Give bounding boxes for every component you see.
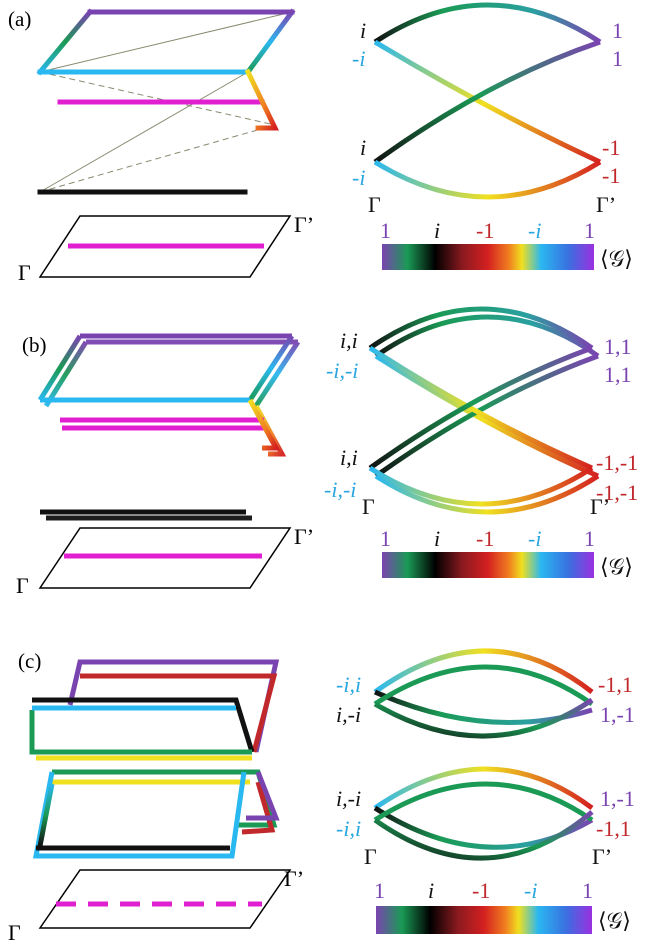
band-label: -1,1 [596,816,631,841]
k-gamma-label: Γ [368,192,381,217]
band-label: i [360,18,366,43]
colorbar-tick: -i [528,526,541,551]
band-label: 1 [612,46,623,71]
k-gamma-prime-label: Γ’ [590,494,610,519]
band-label: -i,i [336,672,361,697]
band-line [373,781,594,823]
colorbar-tick: 1 [582,878,593,903]
colorbar-tick: 1 [584,526,595,551]
panel-a-brillouin-zone: Γ Γ’ [18,212,314,285]
colorbar-tick: 1 [374,878,385,903]
band-line [368,345,594,471]
panel-b-brillouin-zone: Γ Γ’ [16,524,314,598]
colorbar-tick: i [434,218,440,243]
band-line [368,345,593,471]
bz-gamma-prime-label: Γ’ [284,866,304,891]
colorbar-tick: i [434,526,440,551]
band-label: -i [352,46,365,71]
band-label: -1,-1 [596,450,638,475]
band-line [373,810,594,861]
band-label: i,i [340,328,358,353]
colorbar-symbol: ⟨𝒢⟩ [598,908,631,933]
band-line [373,159,602,200]
band-label: -i,-i [324,477,356,502]
band-line [368,306,594,351]
band-line [373,2,602,45]
bz-gamma-label: Γ [18,260,31,285]
panel-c-colorbar: 1 i -1 -i 1 ⟨𝒢⟩ [374,878,631,934]
band-label: 1,1 [604,362,632,387]
band-label: 1,1 [604,334,632,359]
colorbar-tick: i [428,878,434,903]
panel-b-colorbar: 1 i -1 -i 1 ⟨𝒢⟩ [380,526,633,579]
k-gamma-prime-label: Γ’ [592,844,612,869]
panel-a-band-labels: i -i i -i 1 1 -1 -1 Γ Γ’ [352,18,623,217]
band-label: -1,-1 [596,480,638,505]
band-label: -i,-i [326,358,358,383]
panel-c-band-diagram [373,648,594,861]
colorbar-tick: -1 [476,526,494,551]
panel-c-label: (c) [18,649,41,673]
k-gamma-prime-label: Γ’ [596,192,616,217]
bz-gamma-prime-label: Γ’ [294,212,314,237]
colorbar-tick: -i [524,878,537,903]
band-label: i,i [340,445,358,470]
panel-a-construction-lines [39,11,293,193]
colorbar-tick: 1 [380,526,391,551]
band-label: -1,1 [598,672,633,697]
panel-b: (b) Γ Γ’ [16,306,638,598]
band-label: i [360,135,366,160]
panel-b-band-diagram [368,306,600,515]
panel-a-band-surface [36,8,296,195]
band-line [368,465,594,507]
band-line [373,697,594,739]
band-line [373,664,594,707]
band-label: -1 [602,135,620,160]
panel-c-brillouin-zone: Γ Γ’ [8,866,304,945]
panel-a-label: (a) [8,7,31,31]
band-label: -1 [602,163,620,188]
band-line [373,766,594,811]
bz-gamma-prime-label: Γ’ [294,524,314,549]
band-line [373,39,602,165]
colorbar-tick: 1 [584,218,595,243]
band-line [373,648,594,695]
colorbar-tick: -1 [472,878,490,903]
panel-a-colorbar: 1 i -1 -i 1 ⟨𝒢⟩ [380,218,633,271]
panel-c: (c) Γ Γ’ [8,648,635,945]
surface-edge [244,68,279,131]
band-label: 1,-1 [600,702,635,727]
bz-gamma-label: Γ [16,573,29,598]
panel-b-band-labels: i,i -i,-i i,i -i,-i 1,1 1,1 -1,-1 -1,-1 … [324,328,638,519]
colorbar-tick: -1 [476,218,494,243]
colorbar-symbol: ⟨𝒢⟩ [600,554,633,579]
surface-edge [36,8,94,76]
band-label: i,-i [336,786,361,811]
panel-a: (a) Γ Γ’ [8,2,633,285]
surface-edge [244,8,296,76]
panel-b-label: (b) [22,333,47,357]
colorbar-symbol: ⟨𝒢⟩ [600,246,633,271]
k-gamma-label: Γ [364,844,377,869]
band-label: -i [352,165,365,190]
bz-gamma-label: Γ [8,920,21,945]
panel-c-band-labels: -i,i i,-i i,-i -i,i -1,1 1,-1 1,-1 -1,1 … [336,672,635,869]
band-line [373,39,601,165]
panel-a-band-diagram [373,2,602,200]
k-gamma-label: Γ [362,494,375,519]
panel-b-band-surface [37,333,301,521]
colorbar-tick: -i [528,218,541,243]
panel-c-band-surface [29,659,280,859]
band-label: 1,-1 [600,786,635,811]
band-label: -i,i [336,816,361,841]
band-label: i,-i [336,702,361,727]
band-label: 1 [612,18,623,43]
colorbar-tick: 1 [380,218,391,243]
